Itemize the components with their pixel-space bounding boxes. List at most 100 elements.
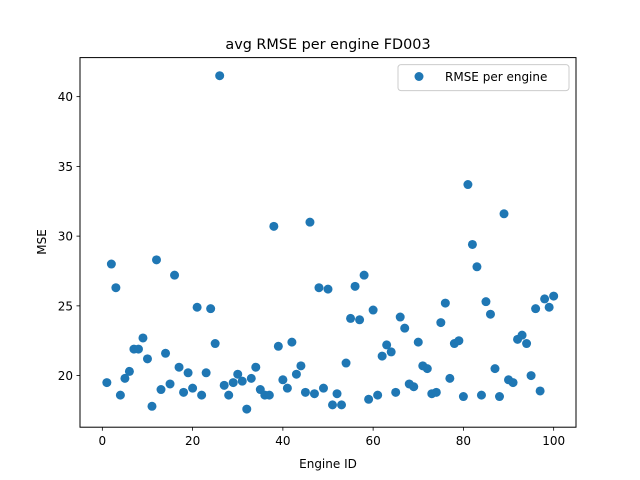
data-point — [395, 312, 405, 322]
data-point — [323, 284, 333, 294]
data-point — [409, 382, 419, 392]
data-point — [197, 390, 207, 400]
data-point — [526, 371, 536, 381]
data-point — [355, 315, 365, 325]
data-point — [359, 270, 369, 280]
data-point — [161, 348, 171, 358]
x-tick-label: 0 — [99, 434, 107, 448]
data-point — [517, 330, 527, 340]
data-point — [445, 373, 455, 383]
data-point — [337, 400, 347, 410]
data-point — [106, 259, 116, 269]
data-point — [476, 390, 486, 400]
data-point — [364, 394, 374, 404]
y-axis-ticks: 20 25 30 35 40 — [58, 90, 80, 383]
data-point — [165, 379, 175, 389]
data-point — [490, 364, 500, 374]
data-point — [206, 304, 216, 314]
data-point — [233, 369, 243, 379]
data-point — [400, 323, 410, 333]
data-point — [485, 309, 495, 319]
data-point — [440, 298, 450, 308]
y-tick-label: 40 — [58, 90, 73, 104]
data-point — [309, 389, 319, 399]
data-point — [287, 337, 297, 347]
data-point — [535, 386, 545, 396]
data-point — [544, 302, 554, 312]
data-point — [540, 294, 550, 304]
data-point — [142, 354, 152, 364]
data-point — [156, 385, 166, 395]
data-point — [278, 375, 288, 385]
data-point — [291, 369, 301, 379]
data-point — [368, 305, 378, 315]
data-point — [332, 389, 342, 399]
data-point — [296, 361, 306, 371]
data-point — [152, 255, 161, 265]
points-layer — [102, 71, 559, 414]
y-tick-label: 30 — [58, 230, 73, 244]
data-point — [413, 337, 423, 347]
plot-frame — [79, 57, 577, 428]
x-tick-label: 20 — [185, 434, 200, 448]
x-tick-label: 40 — [275, 434, 290, 448]
data-point — [188, 383, 198, 393]
data-point — [242, 404, 252, 414]
data-point — [246, 373, 256, 383]
data-point — [228, 378, 238, 388]
data-point — [549, 291, 559, 301]
legend-label: RMSE per engine — [445, 70, 547, 84]
data-point — [219, 380, 229, 390]
data-point — [124, 366, 134, 376]
data-point — [328, 400, 338, 410]
data-point — [147, 401, 157, 411]
data-point — [170, 270, 180, 280]
data-point — [251, 362, 261, 372]
x-axis-label: Engine ID — [299, 457, 357, 471]
data-point — [133, 344, 143, 354]
chart-title: avg RMSE per engine FD003 — [225, 37, 430, 53]
x-tick-label: 60 — [365, 434, 380, 448]
data-point — [454, 336, 464, 346]
data-point — [269, 221, 279, 231]
data-point — [237, 376, 247, 386]
data-point — [481, 297, 491, 307]
data-point — [138, 333, 148, 343]
data-point — [472, 262, 482, 272]
legend-marker — [414, 72, 424, 81]
y-tick-label: 35 — [58, 160, 73, 174]
data-point — [531, 304, 541, 314]
data-point — [386, 347, 396, 357]
data-point — [282, 383, 292, 393]
data-point — [201, 368, 211, 378]
data-point — [179, 387, 189, 397]
data-point — [436, 318, 446, 328]
data-point — [318, 383, 328, 393]
data-point — [215, 71, 225, 81]
data-point — [314, 283, 324, 293]
data-point — [377, 351, 387, 361]
data-point — [382, 340, 392, 350]
legend-box — [397, 64, 570, 92]
data-point — [431, 387, 441, 397]
data-point — [463, 180, 473, 190]
data-point — [174, 362, 184, 372]
data-point — [305, 217, 315, 227]
data-point — [224, 390, 234, 400]
data-point — [273, 341, 283, 351]
data-point — [183, 368, 193, 378]
x-tick-label: 80 — [456, 434, 471, 448]
data-point — [467, 239, 477, 249]
y-tick-label: 20 — [58, 369, 73, 383]
data-point — [210, 339, 220, 349]
data-point — [422, 364, 432, 374]
x-tick-label: 100 — [542, 434, 565, 448]
data-point — [111, 283, 121, 293]
data-point — [192, 302, 202, 312]
data-point — [508, 378, 518, 388]
data-point — [458, 392, 468, 402]
y-tick-label: 25 — [58, 299, 73, 313]
data-point — [391, 387, 401, 397]
data-point — [115, 390, 125, 400]
